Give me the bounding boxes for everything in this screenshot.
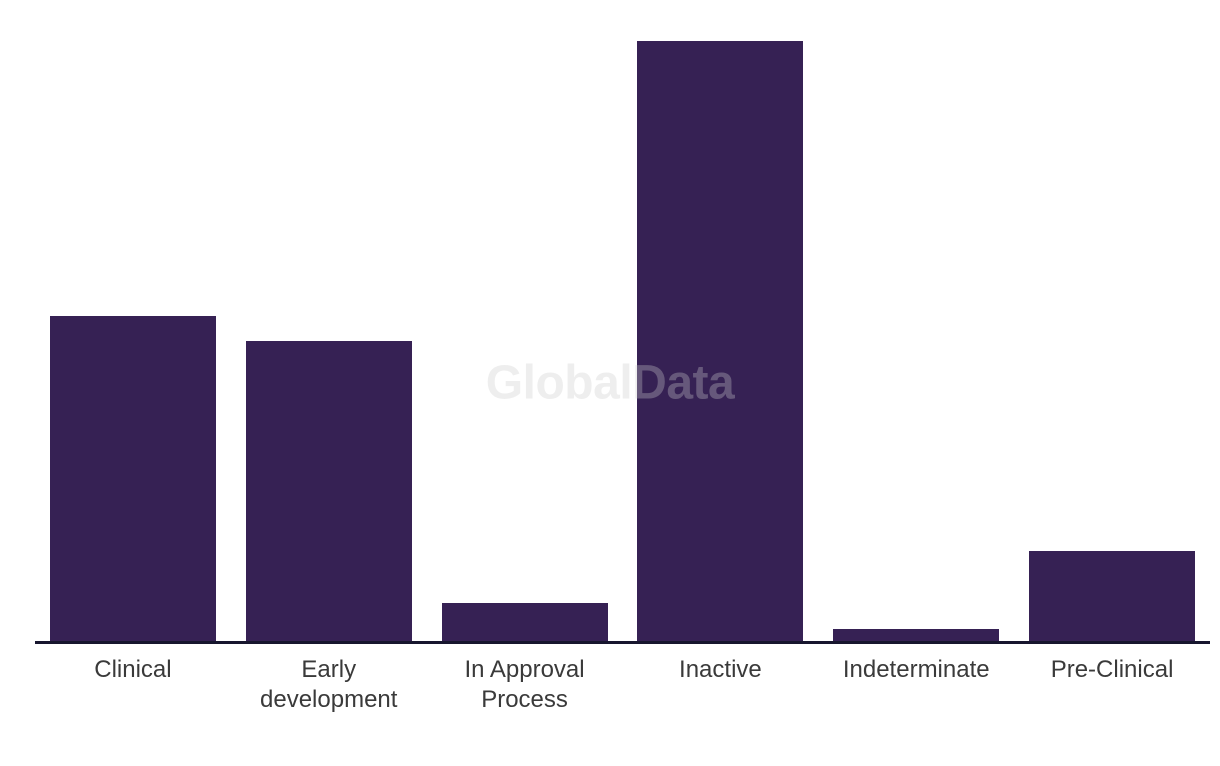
- bar-early-development: [245, 341, 412, 641]
- label-slot-indeterminate: Indeterminate: [818, 655, 1014, 685]
- label-slot-in-approval-process: In Approval Process: [427, 655, 623, 715]
- bar-slot-clinical: [35, 41, 231, 641]
- bar-in-approval-process: [441, 603, 608, 641]
- bar-slot-in-approval-process: [427, 41, 623, 641]
- bar-pre-clinical: [1029, 551, 1196, 641]
- label-slot-inactive: Inactive: [622, 655, 818, 685]
- label-slot-clinical: Clinical: [35, 655, 231, 685]
- bar-slot-pre-clinical: [1014, 41, 1210, 641]
- x-axis-label-inactive: Inactive: [679, 656, 762, 683]
- x-axis-line: [35, 641, 1210, 644]
- plot-area: [35, 41, 1210, 641]
- label-slot-early-development: Early development: [231, 655, 427, 715]
- x-axis-label-clinical: Clinical: [94, 656, 172, 683]
- x-axis-label-in-approval-process: In Approval Process: [464, 656, 585, 713]
- bar-slot-inactive: [622, 41, 818, 641]
- x-axis-labels: Clinical Early development In Approval Pro…: [35, 655, 1210, 715]
- bar-slot-indeterminate: [818, 41, 1014, 641]
- x-axis-label-pre-clinical: Pre-Clinical: [1050, 656, 1174, 683]
- label-slot-pre-clinical: Pre-Clinical: [1014, 655, 1210, 685]
- bar-inactive: [637, 41, 804, 641]
- bar-slot-early-development: [231, 41, 427, 641]
- bar-clinical: [49, 316, 216, 641]
- bar-indeterminate: [833, 629, 1000, 641]
- x-axis-label-early-development: Early development: [260, 656, 398, 713]
- x-axis-label-indeterminate: Indeterminate: [842, 656, 990, 683]
